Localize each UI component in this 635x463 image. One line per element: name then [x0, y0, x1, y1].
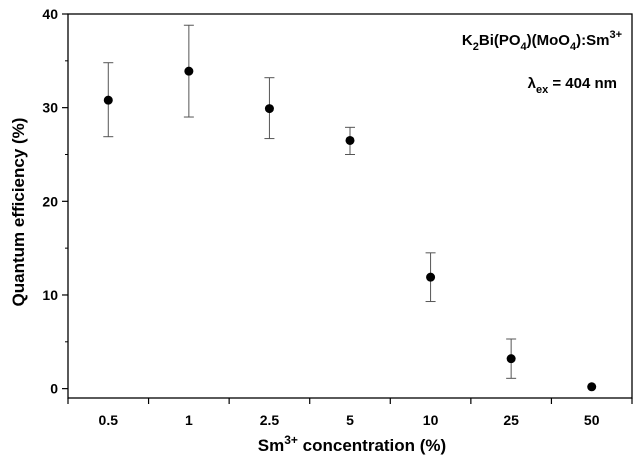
error-bars [103, 24, 517, 379]
x-tick-label: 1 [185, 412, 193, 428]
y-axis-label: Quantum efficiency (%) [9, 118, 28, 307]
y-tick-label: 30 [42, 100, 58, 116]
x-tick-label: 5 [346, 412, 354, 428]
y-tick-label: 0 [50, 381, 58, 397]
x-axis-label: Sm3+ concentration (%) [258, 433, 446, 455]
annotation-fragment: 4 [521, 41, 528, 53]
annotation-fragment: ):Sm [576, 32, 609, 49]
y-axis-ticks: 0 10 20 30 40 [42, 6, 68, 397]
y-tick-label: 20 [42, 193, 58, 209]
data-point [103, 95, 113, 105]
annotation-fragment: 4 [570, 41, 577, 53]
x-axis-label-sup: 3+ [284, 433, 298, 447]
annotation-fragment: 2 [473, 41, 479, 53]
annotation-fragment: Bi(PO [479, 32, 521, 49]
annotation-fragment: ex [536, 84, 549, 96]
compound-annotation: K2Bi(PO4)(MoO4):Sm3+ [462, 29, 622, 53]
y-tick-label: 10 [42, 287, 58, 303]
data-point [345, 135, 355, 145]
x-tick-label: 10 [423, 412, 439, 428]
data-point [426, 272, 436, 282]
x-axis-label-rest: concentration (%) [298, 436, 446, 455]
plot-frame [67, 13, 633, 399]
x-axis-label-main: Sm [258, 436, 284, 455]
data-point [506, 354, 516, 364]
x-tick-label: 50 [584, 412, 600, 428]
data-point [184, 66, 194, 76]
data-point [587, 382, 597, 392]
data-points [103, 66, 597, 392]
annotation-fragment: 3+ [609, 29, 622, 41]
annotation-fragment: K [462, 32, 473, 49]
annotation-fragment: )(MoO [527, 32, 571, 49]
data-point [264, 104, 274, 114]
x-axis-ticks: 0.5 1 2.5 5 10 25 50 [67, 398, 633, 428]
x-tick-label: 0.5 [99, 412, 119, 428]
annotation-fragment: λ [528, 75, 537, 92]
excitation-annotation: λex = 404 nm [528, 75, 617, 96]
axes-frame [67, 13, 633, 399]
x-tick-label: 25 [503, 412, 519, 428]
y-tick-label: 40 [42, 6, 58, 22]
x-tick-label: 2.5 [260, 412, 280, 428]
annotation-fragment: = 404 nm [548, 75, 617, 92]
